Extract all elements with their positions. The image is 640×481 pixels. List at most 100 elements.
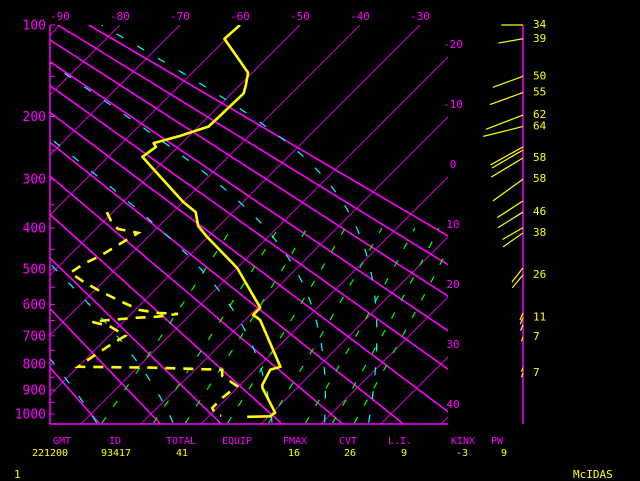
- isotherm-line: [200, 176, 448, 424]
- wind-barb: [489, 92, 524, 106]
- header-li: L.I.: [387, 436, 413, 447]
- isotherm-label: -50: [290, 10, 310, 23]
- wind-speed-label: 64: [533, 119, 547, 132]
- pressure-label: 1000: [15, 408, 46, 423]
- dry-adiabat-line: [50, 60, 448, 332]
- wind-barb: [496, 200, 524, 219]
- isotherm-label: -10: [443, 98, 463, 111]
- dry-adiabat-line: [50, 256, 221, 424]
- value-kinx: -3: [455, 448, 469, 459]
- isotherm-line: [50, 25, 241, 216]
- wind-barb: [502, 227, 524, 241]
- isotherm-label: -70: [170, 10, 190, 23]
- isotherm-label: -80: [110, 10, 130, 23]
- isotherm-line: [140, 116, 448, 424]
- pressure-label: 500: [23, 262, 46, 277]
- isotherm-label: -20: [443, 38, 463, 51]
- wind-barb: [483, 125, 524, 137]
- wind-barb: [511, 267, 524, 283]
- dry-adiabat-line: [87, 25, 448, 237]
- wind-barb: [492, 178, 524, 202]
- pressure-label: 600: [23, 298, 46, 313]
- isotherm-line: [320, 296, 448, 424]
- isotherm-label: -60: [230, 10, 250, 23]
- isotherm-line: [50, 25, 301, 276]
- wind-speed-label: 58: [533, 151, 546, 164]
- wind-speed-label: 55: [533, 86, 546, 99]
- isotherm-label: 40: [446, 398, 459, 411]
- sounding-profiles: [67, 25, 282, 419]
- value-id: 93417: [100, 448, 132, 459]
- dry-adiabat-line: [50, 175, 343, 424]
- background-lines: [50, 25, 448, 424]
- isotherm-line: [50, 25, 361, 336]
- isotherm-line: [260, 236, 448, 424]
- wind-barb: [519, 317, 524, 325]
- mixing-ratio-line: [184, 227, 308, 424]
- wind-speed-label: 34: [533, 18, 547, 31]
- value-total: 41: [175, 448, 189, 459]
- wind-barb: [519, 312, 524, 321]
- dry-adiabat-line: [50, 84, 448, 371]
- wind-barb: [490, 157, 524, 178]
- temperature-profile: [141, 25, 282, 419]
- moist-adiabat-line: [101, 25, 378, 423]
- mixing-ratio-line: [227, 227, 346, 424]
- dry-adiabat-line: [56, 25, 448, 266]
- header-total: TOTAL: [165, 436, 197, 447]
- dry-adiabat-line: [50, 111, 448, 413]
- pressure-label: 900: [23, 384, 46, 399]
- header-pw: PW: [490, 436, 504, 447]
- header-fmax: FMAX: [282, 436, 308, 447]
- isotherm-label: 0: [450, 158, 457, 171]
- value-fmax: 16: [287, 448, 301, 459]
- value-cvt: 26: [343, 448, 357, 459]
- pressure-label: 300: [23, 173, 46, 188]
- dry-adiabat-line: [50, 307, 161, 424]
- value-gmt: 221200: [31, 448, 69, 459]
- wind-barb: [520, 367, 524, 373]
- dewpoint-profile: [67, 211, 240, 418]
- wind-speed-label: 26: [533, 268, 546, 281]
- header-cvt: CVT: [338, 436, 358, 447]
- axes: [49, 24, 524, 425]
- isotherm-line: [50, 25, 181, 156]
- value-pw: 9: [500, 448, 508, 459]
- wind-barb: [520, 372, 524, 378]
- frame-number: 1: [14, 468, 21, 481]
- wind-barb: [492, 75, 524, 88]
- wind-barb: [520, 336, 524, 342]
- wind-barb: [498, 38, 524, 44]
- wind-barb: [511, 274, 524, 289]
- header-gmt: GMT: [52, 436, 72, 447]
- isotherm-line: [80, 56, 448, 424]
- dry-adiabat-line: [50, 213, 282, 424]
- isotherm-label: 30: [446, 338, 459, 351]
- wind-barb: [497, 211, 524, 229]
- isotherm-line: [50, 25, 121, 96]
- wind-barb: [490, 146, 524, 166]
- wind-barb: [519, 324, 524, 332]
- mcidas-brand: McIDAS: [573, 468, 613, 481]
- isotherm-label: -40: [350, 10, 370, 23]
- isotherm-label: -30: [410, 10, 430, 23]
- header-kinx: KINX: [450, 436, 476, 447]
- header-equip: EQUIP: [221, 436, 253, 447]
- dry-adiabat-line: [50, 366, 100, 424]
- wind-barb: [491, 149, 524, 169]
- wind-speed-label: 50: [533, 69, 546, 82]
- wind-barb: [485, 114, 524, 130]
- wind-speed-label: 58: [533, 172, 546, 185]
- moist-adiabat-line: [50, 62, 326, 423]
- wind-speed-label: 38: [533, 226, 546, 239]
- header-id: ID: [108, 436, 122, 447]
- isotherm-label: 20: [446, 278, 459, 291]
- mixing-ratio-line: [152, 227, 279, 424]
- wind-speed-label: 7: [533, 330, 540, 343]
- isotherm-line: [380, 356, 448, 424]
- dry-adiabat-line: [50, 141, 403, 424]
- dry-adiabat-line: [50, 38, 448, 298]
- mixing-ratio-line: [101, 227, 233, 424]
